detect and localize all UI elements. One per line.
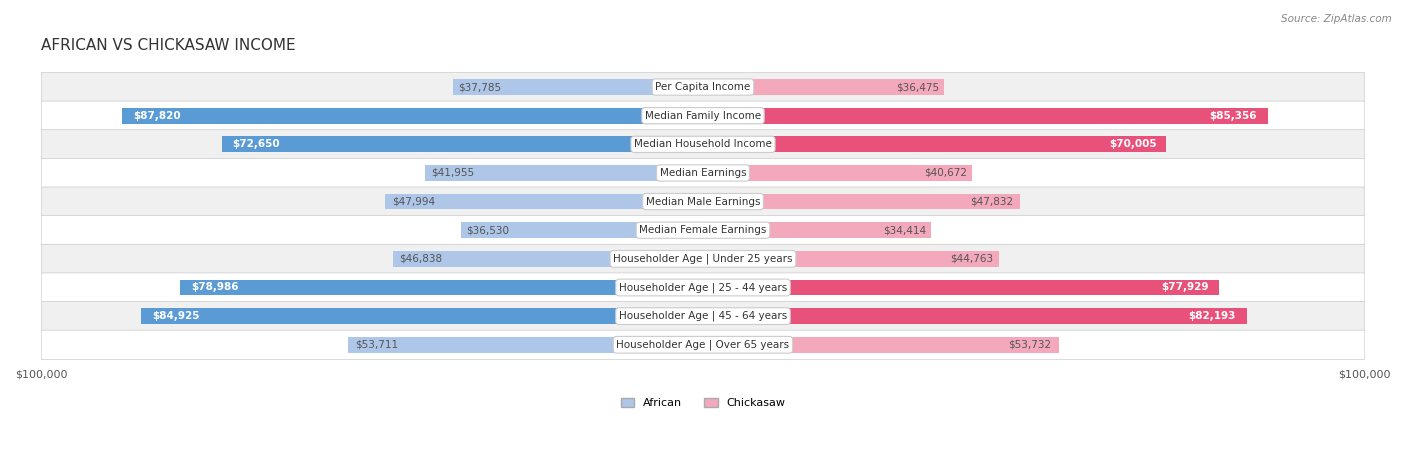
Text: Per Capita Income: Per Capita Income (655, 82, 751, 92)
Text: $46,838: $46,838 (399, 254, 443, 264)
Bar (453, 79, 703, 95)
Text: Householder Age | Under 25 years: Householder Age | Under 25 years (613, 254, 793, 264)
Bar (347, 337, 703, 353)
Legend: African, Chickasaw: African, Chickasaw (616, 394, 790, 413)
Text: Householder Age | Over 65 years: Householder Age | Over 65 years (616, 340, 790, 350)
Bar (122, 108, 703, 124)
Text: Source: ZipAtlas.com: Source: ZipAtlas.com (1281, 14, 1392, 24)
Text: Median Male Earnings: Median Male Earnings (645, 197, 761, 206)
Text: $47,832: $47,832 (970, 197, 1014, 206)
Text: $34,414: $34,414 (883, 225, 927, 235)
Bar (703, 108, 1268, 124)
Bar (703, 79, 945, 95)
Text: Median Earnings: Median Earnings (659, 168, 747, 178)
Bar (703, 337, 1059, 353)
Text: Median Family Income: Median Family Income (645, 111, 761, 120)
FancyBboxPatch shape (41, 330, 1365, 360)
Bar (703, 136, 1166, 152)
Bar (461, 222, 703, 238)
Bar (703, 165, 972, 181)
Text: $85,356: $85,356 (1209, 111, 1257, 120)
Text: $87,820: $87,820 (134, 111, 181, 120)
FancyBboxPatch shape (41, 187, 1365, 216)
FancyBboxPatch shape (41, 158, 1365, 188)
Text: $84,925: $84,925 (152, 311, 200, 321)
Bar (180, 280, 703, 295)
Bar (394, 251, 703, 267)
Text: $53,732: $53,732 (1008, 340, 1052, 350)
Text: $37,785: $37,785 (458, 82, 501, 92)
FancyBboxPatch shape (41, 130, 1365, 159)
Text: $72,650: $72,650 (232, 139, 280, 149)
Text: AFRICAN VS CHICKASAW INCOME: AFRICAN VS CHICKASAW INCOME (41, 38, 295, 53)
Text: $82,193: $82,193 (1188, 311, 1236, 321)
Text: $47,994: $47,994 (392, 197, 434, 206)
Bar (703, 251, 1000, 267)
Bar (426, 165, 703, 181)
Text: Householder Age | 25 - 44 years: Householder Age | 25 - 44 years (619, 282, 787, 293)
Text: $41,955: $41,955 (430, 168, 474, 178)
Text: $40,672: $40,672 (924, 168, 967, 178)
Bar (703, 222, 931, 238)
Text: $36,530: $36,530 (467, 225, 509, 235)
FancyBboxPatch shape (41, 273, 1365, 302)
Text: $70,005: $70,005 (1109, 139, 1157, 149)
Text: Householder Age | 45 - 64 years: Householder Age | 45 - 64 years (619, 311, 787, 321)
FancyBboxPatch shape (41, 101, 1365, 130)
Bar (222, 136, 703, 152)
FancyBboxPatch shape (41, 72, 1365, 102)
Bar (703, 194, 1019, 210)
Bar (141, 308, 703, 324)
Text: $78,986: $78,986 (191, 283, 238, 292)
Text: $44,763: $44,763 (950, 254, 993, 264)
FancyBboxPatch shape (41, 244, 1365, 274)
Text: $36,475: $36,475 (897, 82, 939, 92)
Text: Median Female Earnings: Median Female Earnings (640, 225, 766, 235)
Text: Median Household Income: Median Household Income (634, 139, 772, 149)
Bar (703, 280, 1219, 295)
Text: $53,711: $53,711 (354, 340, 398, 350)
FancyBboxPatch shape (41, 216, 1365, 245)
Text: $77,929: $77,929 (1161, 283, 1208, 292)
FancyBboxPatch shape (41, 302, 1365, 331)
Bar (385, 194, 703, 210)
Bar (703, 308, 1247, 324)
